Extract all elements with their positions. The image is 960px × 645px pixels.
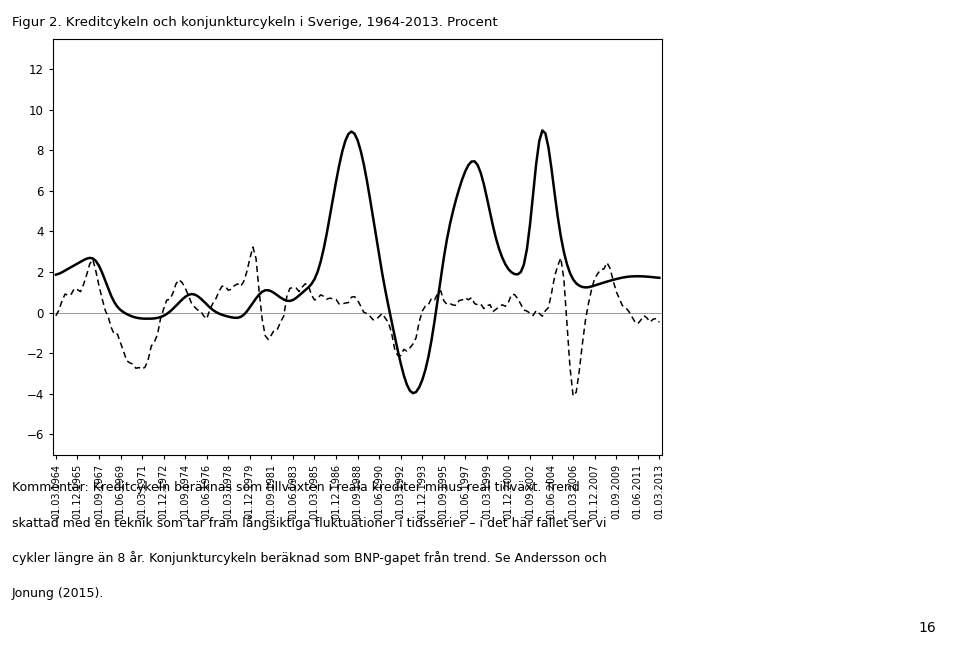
Text: Jonung (2015).: Jonung (2015). [12, 587, 104, 600]
Text: skattad med en teknik som tar fram långsiktiga fluktuationer i tidsserier – i de: skattad med en teknik som tar fram långs… [12, 516, 606, 530]
Text: Kommentar: Kreditcykeln beräknas som tillväxten i reala krediter minus real till: Kommentar: Kreditcykeln beräknas som til… [12, 481, 579, 493]
Text: 16: 16 [919, 621, 936, 635]
Legend: BNP gap, Krediter: BNP gap, Krediter [162, 642, 395, 645]
Text: cykler längre än 8 år. Konjunkturcykeln beräknad som BNP-gapet från trend. Se An: cykler längre än 8 år. Konjunkturcykeln … [12, 551, 607, 566]
Text: Figur 2. Kreditcykeln och konjunkturcykeln i Sverige, 1964-2013. Procent: Figur 2. Kreditcykeln och konjunkturcyke… [12, 16, 497, 29]
